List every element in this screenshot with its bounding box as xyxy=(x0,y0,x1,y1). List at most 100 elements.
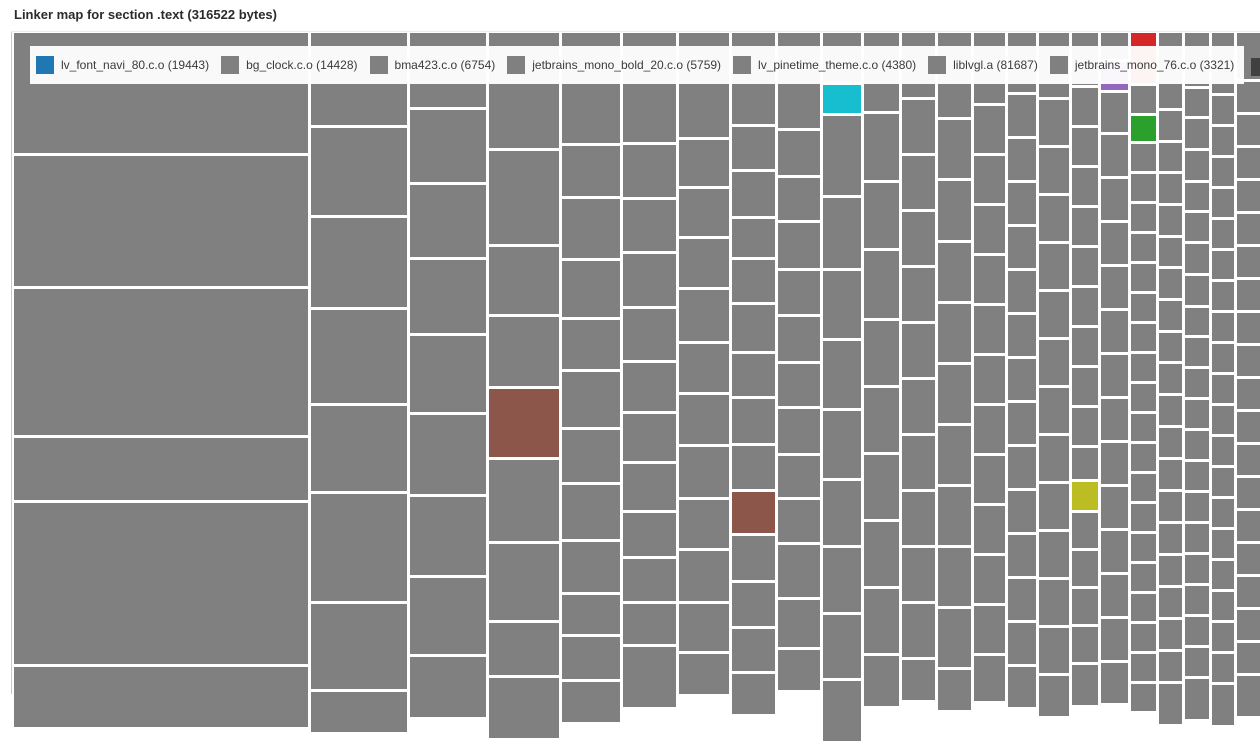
treemap-cell xyxy=(14,289,308,435)
treemap-cell xyxy=(562,146,620,196)
legend-label: liblvgl.a (81687) xyxy=(953,58,1038,72)
treemap-cell xyxy=(14,438,308,500)
treemap-cell xyxy=(1039,388,1069,433)
treemap-cell xyxy=(778,131,820,175)
treemap-cell xyxy=(562,595,620,634)
treemap-cell xyxy=(1212,189,1234,217)
treemap-cell xyxy=(1159,460,1182,489)
treemap-cell xyxy=(410,415,486,494)
treemap-cell xyxy=(1237,346,1260,376)
treemap-cell xyxy=(1185,555,1209,583)
treemap-cell xyxy=(311,218,407,307)
treemap-cell xyxy=(623,254,676,306)
treemap-cell xyxy=(732,219,775,257)
treemap-cell xyxy=(1101,267,1128,308)
treemap-cell xyxy=(1159,301,1182,330)
treemap-cell xyxy=(1237,676,1260,716)
treemap-cell xyxy=(1185,648,1209,676)
treemap-cell xyxy=(1185,679,1209,719)
treemap-cell xyxy=(489,317,559,386)
treemap-cell xyxy=(1101,135,1128,176)
treemap-cell xyxy=(864,321,899,385)
treemap-cell xyxy=(1185,338,1209,366)
treemap-cell xyxy=(1185,89,1209,116)
treemap-cell xyxy=(679,290,729,341)
treemap-cell xyxy=(902,660,935,700)
treemap-cell xyxy=(1101,619,1128,660)
treemap-cell xyxy=(1131,474,1156,501)
treemap-cell xyxy=(1185,151,1209,180)
treemap-cell-green xyxy=(1131,116,1156,141)
treemap-cell xyxy=(1237,478,1260,508)
treemap-cell xyxy=(1072,589,1098,624)
treemap-cell xyxy=(1008,579,1036,620)
legend-label: jetbrains_mono_bold_20.c.o (5759) xyxy=(532,58,722,72)
treemap-cell xyxy=(1101,575,1128,616)
treemap-cell xyxy=(562,637,620,679)
treemap-cell xyxy=(1212,96,1234,124)
treemap-cell xyxy=(1159,652,1182,681)
treemap-cell xyxy=(1131,144,1156,171)
legend-label: bg_clock.c.o (14428) xyxy=(246,58,358,72)
legend-item: lv_font_navi_80.c.o (19443) xyxy=(36,56,209,74)
treemap-cell xyxy=(1212,437,1234,465)
treemap-cell xyxy=(902,492,935,545)
treemap-cell xyxy=(1072,128,1098,165)
treemap-cell xyxy=(1237,511,1260,541)
legend-color-swatch xyxy=(928,56,947,74)
treemap-cell-brown xyxy=(732,492,775,533)
treemap-cell xyxy=(1131,684,1156,711)
treemap-cell xyxy=(1212,592,1234,620)
treemap-cell xyxy=(489,460,559,541)
treemap-cell xyxy=(1131,504,1156,531)
treemap-cell xyxy=(1185,308,1209,335)
treemap-cell xyxy=(1101,223,1128,264)
treemap-cell xyxy=(823,341,861,408)
treemap-cell xyxy=(1039,580,1069,625)
treemap-cell xyxy=(1237,247,1260,277)
treemap-cell xyxy=(623,145,676,197)
treemap-cell xyxy=(1212,468,1234,496)
treemap-cell xyxy=(562,485,620,539)
treemap-cell xyxy=(1159,174,1182,203)
treemap-cell xyxy=(410,657,486,717)
treemap-cell xyxy=(1212,406,1234,434)
treemap-cell xyxy=(732,446,775,489)
treemap-cell xyxy=(1072,551,1098,586)
treemap-cell xyxy=(1185,119,1209,148)
treemap-cell xyxy=(1159,143,1182,171)
treemap-cell xyxy=(679,395,729,444)
treemap-cell xyxy=(1185,369,1209,397)
treemap-cell xyxy=(1212,685,1234,725)
treemap-cell xyxy=(1159,333,1182,361)
treemap-cell xyxy=(902,324,935,377)
treemap-cell xyxy=(1185,276,1209,305)
treemap-cell xyxy=(1072,448,1098,479)
treemap-cell xyxy=(1212,561,1234,589)
treemap-cell xyxy=(1008,315,1036,356)
treemap-cell xyxy=(902,212,935,265)
treemap-cell xyxy=(1212,313,1234,341)
treemap-cell xyxy=(938,426,971,484)
treemap-cell xyxy=(1131,324,1156,351)
legend-color-swatch xyxy=(733,56,752,74)
treemap-cell xyxy=(1008,535,1036,576)
treemap-cell xyxy=(823,116,861,195)
treemap-cell xyxy=(1212,344,1234,372)
treemap-cell xyxy=(679,189,729,236)
treemap-cell xyxy=(938,243,971,301)
treemap-cell xyxy=(1131,204,1156,231)
treemap-cell xyxy=(1039,436,1069,481)
treemap-cell xyxy=(1072,88,1098,125)
treemap-cell-brown xyxy=(489,389,559,457)
treemap-cell xyxy=(311,494,407,601)
plot-frame-top-border xyxy=(11,31,1260,32)
treemap-cell xyxy=(1212,127,1234,155)
treemap-cell xyxy=(489,247,559,314)
treemap-cell xyxy=(974,406,1005,453)
treemap-cell xyxy=(1237,82,1260,112)
treemap-cell xyxy=(1185,586,1209,614)
treemap-cell xyxy=(410,260,486,333)
treemap-cell xyxy=(823,548,861,612)
treemap-cell xyxy=(1237,445,1260,475)
